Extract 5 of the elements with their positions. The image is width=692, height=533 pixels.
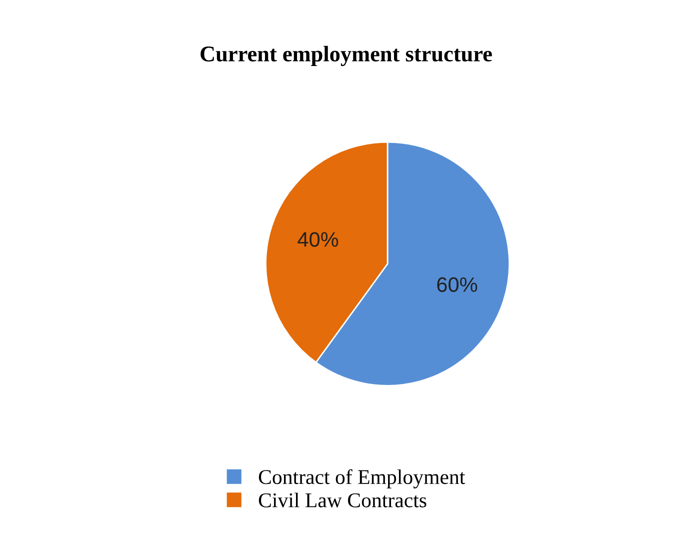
chart-title: Current employment structure (200, 46, 492, 66)
data-label: 60% (437, 277, 478, 292)
data-label: 40% (298, 232, 338, 247)
legend-label: Contract of Employment (258, 469, 466, 488)
legend-label: Civil Law Contracts (258, 492, 426, 508)
